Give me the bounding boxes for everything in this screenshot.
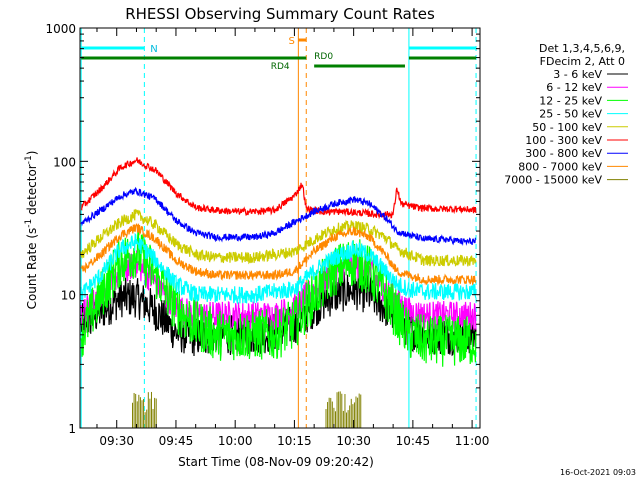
y-tick-label: 100	[53, 155, 76, 169]
x-tick-label: 11:00	[455, 434, 490, 448]
series-7000-15000-kev	[132, 391, 362, 428]
y-tick-label: 10	[61, 289, 76, 303]
x-tick-label: 09:30	[99, 434, 134, 448]
bar-label-rd4: RD4	[271, 62, 290, 72]
legend-label: 3 - 6 keV	[553, 68, 602, 81]
series-300-800-kev	[80, 186, 477, 247]
x-tick-label: 10:45	[396, 434, 431, 448]
y-axis-label: Count Rate (s-1 detector-1)	[24, 151, 39, 310]
y-tick-label: 1000	[45, 22, 76, 36]
x-tick-label: 09:45	[159, 434, 194, 448]
legend-label: 25 - 50 keV	[539, 108, 602, 121]
vertical-markers	[80, 28, 477, 428]
axes: 1 10 100 1000 09:30 09:45 10:00 10:15 10:30 10:45…	[45, 22, 489, 448]
legend-label: 800 - 7000 keV	[518, 160, 602, 173]
y-tick-label: 1	[68, 422, 76, 436]
series-25-50-kev	[80, 232, 477, 305]
series-lines	[80, 157, 477, 428]
legend-label: 300 - 800 keV	[525, 147, 602, 160]
legend-header-line2: FDecim 2, Att 0	[540, 55, 625, 68]
status-bars: N S RD0 RD4	[81, 36, 477, 72]
plot-frame	[79, 27, 481, 429]
x-axis-label: Start Time (08-Nov-09 09:20:42)	[178, 455, 374, 469]
chart-title: RHESSI Observing Summary Count Rates	[125, 5, 435, 23]
plot-area	[80, 28, 480, 428]
legend-label: 7000 - 15000 keV	[504, 174, 602, 187]
series-6-12-kev	[80, 249, 477, 331]
series-50-100-kev	[80, 208, 477, 267]
legend: Det 1,3,4,5,6,9, FDecim 2, Att 0 3 - 6 k…	[504, 42, 628, 187]
x-tick-label: 10:00	[218, 434, 253, 448]
bar-label-rd0: RD0	[314, 52, 333, 62]
series-800-7000-kev	[80, 223, 477, 287]
legend-header-line1: Det 1,3,4,5,6,9,	[539, 42, 625, 55]
x-tick-label: 10:15	[277, 434, 312, 448]
series-100-300-kev	[80, 157, 477, 220]
legend-label: 50 - 100 keV	[532, 121, 602, 134]
bar-label-n: N	[150, 44, 157, 55]
plot-background	[80, 28, 480, 428]
legend-label: 12 - 25 keV	[539, 94, 602, 107]
footer-date: 16-Oct-2021 09:03	[560, 468, 636, 477]
bar-label-s: S	[288, 36, 294, 47]
x-tick-label: 10:30	[336, 434, 371, 448]
legend-label: 6 - 12 keV	[546, 81, 602, 94]
legend-label: 100 - 300 keV	[525, 134, 602, 147]
